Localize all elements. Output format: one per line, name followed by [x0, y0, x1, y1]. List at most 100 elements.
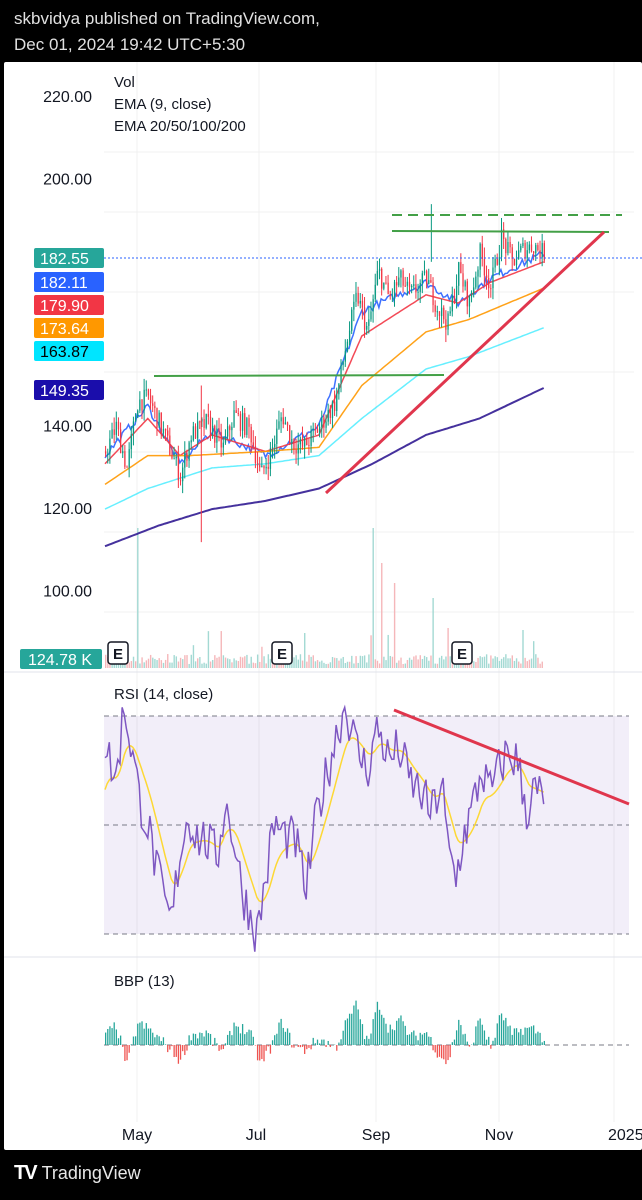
candle-body [246, 418, 248, 435]
bbp-bar [293, 1045, 295, 1048]
volume-bar [428, 660, 430, 668]
volume-bar [346, 661, 349, 668]
volume-bar [374, 659, 377, 668]
candle-body [306, 438, 308, 445]
candle-body [115, 421, 117, 435]
bbp-bar [389, 1024, 391, 1045]
candle-body [453, 296, 456, 302]
bbp-bar [398, 1018, 400, 1045]
candle-body [286, 422, 289, 426]
volume-bar [248, 663, 250, 668]
bbp-bar [348, 1013, 351, 1045]
bbp-bar [190, 1040, 192, 1045]
bbp-bar [475, 1026, 477, 1045]
candle-body [455, 285, 458, 302]
volume-bar [526, 661, 528, 668]
bbp-bar [271, 1040, 274, 1045]
bbp-bar [473, 1042, 475, 1045]
candle-body [524, 242, 526, 259]
bbp-bar [402, 1021, 404, 1045]
candles-layer [105, 204, 545, 543]
volume-bar [252, 662, 255, 668]
volume-bar [340, 658, 342, 668]
volume-bar [500, 658, 503, 668]
volume-bar [353, 663, 355, 668]
volume-bar [498, 660, 501, 668]
price-tick-label: 100.00 [43, 584, 92, 601]
bbp-bar [426, 1032, 428, 1045]
bbp-bar [507, 1026, 509, 1045]
candle-body [229, 426, 231, 431]
volume-bar [312, 655, 314, 668]
volume-bar [205, 663, 207, 668]
candle-body [475, 276, 477, 288]
candle-body [348, 330, 351, 342]
candle-body [528, 244, 531, 251]
volume-bar [351, 655, 353, 668]
bbp-bar [173, 1045, 175, 1058]
volume-bar [381, 563, 383, 668]
bbp-bar [301, 1045, 304, 1047]
bbp-bar [141, 1021, 143, 1045]
volume-bar [299, 654, 302, 668]
candle-body [261, 465, 263, 468]
bbp-bar [314, 1043, 317, 1045]
chart-svg[interactable]: Vol EMA (9, close) EMA 20/50/100/200 220.00… [4, 62, 642, 1150]
bbp-bar [269, 1045, 272, 1054]
bbp-bar [216, 1043, 218, 1045]
price-badge-label: 179.90 [40, 298, 89, 315]
candle-body [520, 246, 522, 251]
volume-bar [139, 663, 141, 668]
candle-body [421, 273, 424, 283]
candle-body [432, 282, 434, 306]
bbp-bar [443, 1045, 445, 1060]
bbp-bar [541, 1042, 543, 1045]
candle-body [109, 438, 111, 454]
bbp-bar [321, 1039, 323, 1045]
bbp-bar [515, 1028, 518, 1045]
chart-panel[interactable]: Vol EMA (9, close) EMA 20/50/100/200 220.00… [4, 62, 642, 1150]
candle-body [209, 416, 212, 436]
ascending-trendline [324, 230, 606, 495]
volume-bar [391, 656, 394, 668]
price-badge-label: 149.35 [40, 383, 89, 400]
candle-body [543, 243, 545, 261]
price-badge [34, 295, 104, 315]
candle-body [124, 451, 126, 467]
volume-bar [447, 628, 449, 668]
volume-bar [297, 659, 299, 668]
price-badge [34, 272, 104, 292]
candle-body [408, 281, 411, 288]
candle-body [372, 299, 374, 312]
candle-body [214, 425, 216, 443]
candle-body [280, 417, 282, 422]
drawings-layer [104, 214, 642, 495]
bbp-bar [179, 1045, 182, 1060]
candle-body [391, 295, 394, 297]
volume-bar [406, 659, 409, 668]
volume-bar [199, 656, 201, 668]
candle-body [396, 282, 398, 286]
candle-body [357, 292, 359, 304]
bbp-bar [122, 1045, 124, 1047]
volume-bar [194, 661, 197, 668]
bbp-bar [481, 1024, 483, 1045]
volume-bar [156, 660, 158, 668]
volume-bar [370, 635, 372, 668]
volume-bar [413, 656, 415, 668]
bbp-bar [214, 1037, 216, 1045]
volume-bar [259, 661, 261, 668]
volume-bar [348, 661, 351, 668]
candle-body [513, 258, 516, 266]
bbp-bar [282, 1027, 284, 1045]
volume-bar [316, 660, 319, 668]
volume-bar [539, 663, 541, 668]
candle-body [179, 480, 182, 482]
volume-bar [207, 631, 210, 668]
bbp-bar [464, 1033, 466, 1045]
candle-body [162, 428, 165, 434]
candle-body [344, 351, 346, 362]
bbp-bar [498, 1015, 501, 1045]
bbp-bar [310, 1045, 312, 1050]
candle-body [496, 258, 498, 265]
